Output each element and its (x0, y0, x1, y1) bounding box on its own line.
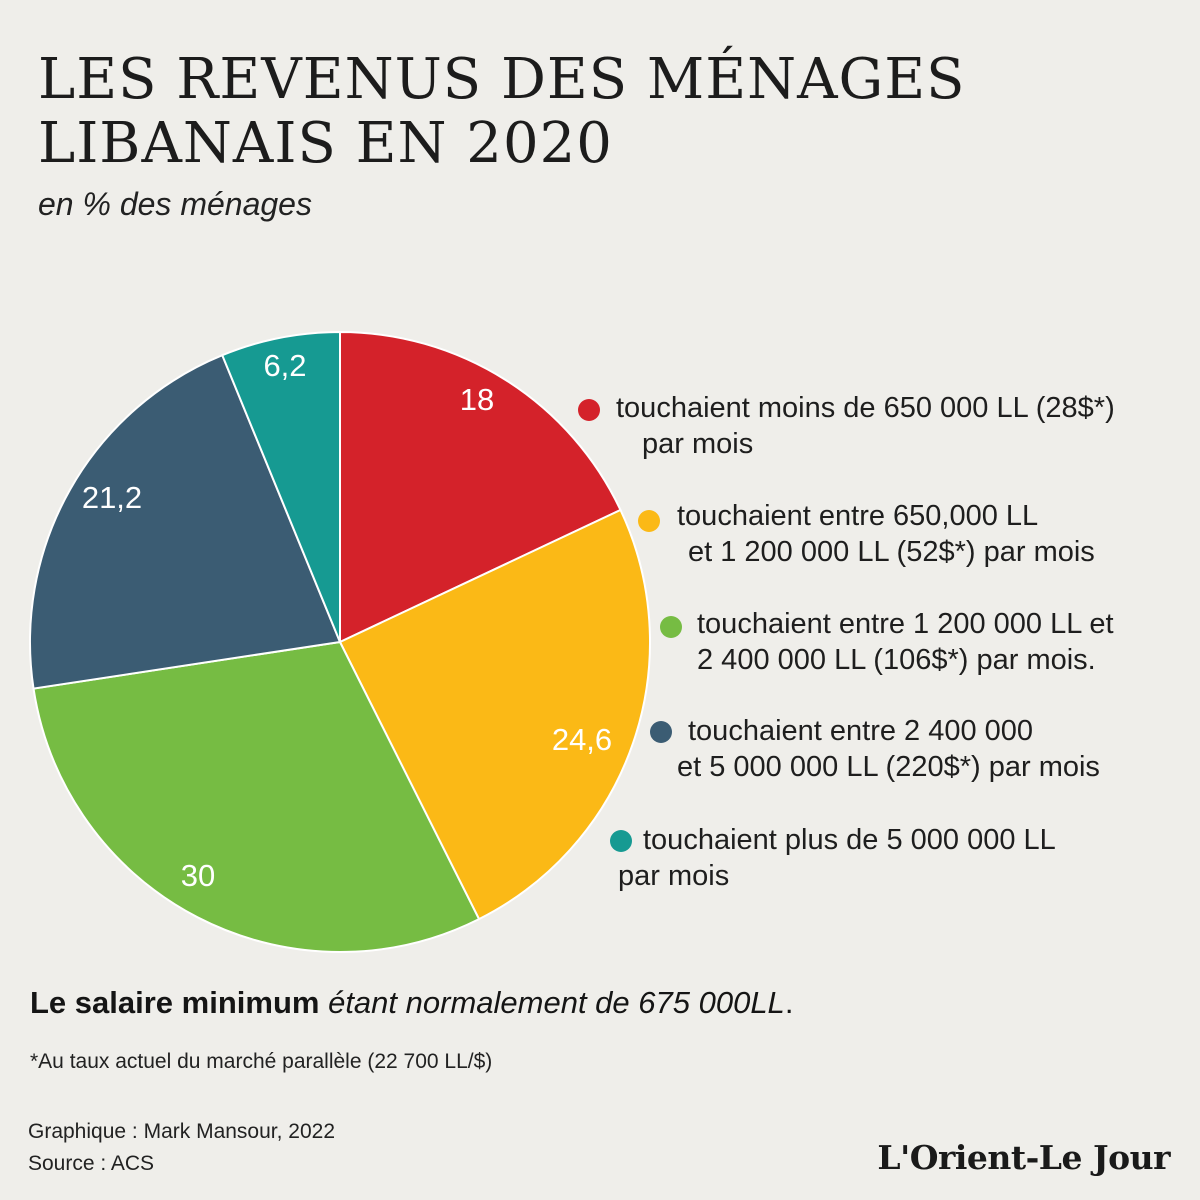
pie-slice-5 (220, 330, 341, 643)
legend-text-3-line2: 2 400 000 LL (106$*) par mois. (697, 644, 1096, 676)
pie-slice-4 (29, 353, 342, 690)
pie-slice-label-5: 6,2 (263, 348, 306, 383)
legend-dot-4 (650, 721, 672, 743)
pie-slice-1 (339, 330, 622, 644)
legend-dot-3 (660, 616, 682, 638)
footnote: *Au taux actuel du marché parallèle (22 … (30, 1050, 493, 1073)
chart-subtitle: en % des ménages (38, 186, 312, 222)
legend-text-2-line2: et 1 200 000 LL (52$*) par mois (688, 536, 1095, 568)
note-italic: étant normalement de 675 000LL (328, 985, 785, 1020)
publisher-logo: L'Orient-Le Jour (877, 1138, 1170, 1177)
legend-text-4-line1: touchaient entre 2 400 000 (688, 715, 1034, 747)
pie-slice-label-2: 24,6 (552, 722, 612, 757)
legend-text-3-line1: touchaient entre 1 200 000 LL et (697, 608, 1114, 640)
legend-dot-1 (578, 399, 600, 421)
legend-text-2-line1: touchaient entre 650,000 LL (677, 500, 1039, 532)
legend-text-4-line2: et 5 000 000 LL (220$*) par mois (677, 751, 1100, 783)
legend-dot-2 (638, 510, 660, 532)
legend-text-1-line1: touchaient moins de 650 000 LL (28$*) (616, 392, 1115, 424)
graphic-credit: Graphique : Mark Mansour, 2022 (28, 1120, 336, 1143)
source-credit: Source : ACS (28, 1152, 155, 1175)
note-end: . (784, 985, 794, 1020)
pie-slice-label-1: 18 (460, 382, 494, 417)
pie-slice-label-4: 21,2 (82, 480, 142, 515)
legend-text-5-line1: touchaient plus de 5 000 000 LL (643, 824, 1056, 856)
chart-title: LES REVENUS DES MÉNAGES LIBANAIS EN 2020 (38, 47, 966, 176)
note-bold: Le salaire minimum (30, 985, 320, 1020)
pie-chart: 18 24,6 30 21,2 6,2 (29, 330, 651, 953)
legend-dot-5 (610, 830, 632, 852)
minimum-wage-note: Le salaire minimum étant normalement de … (30, 985, 793, 1021)
legend-text-5-line2: par mois (618, 860, 730, 892)
legend-text-1-line2: par mois (642, 428, 754, 460)
pie-slice-3 (32, 640, 481, 953)
pie-slice-label-3: 30 (181, 858, 215, 893)
pie-slice-2 (338, 508, 651, 921)
